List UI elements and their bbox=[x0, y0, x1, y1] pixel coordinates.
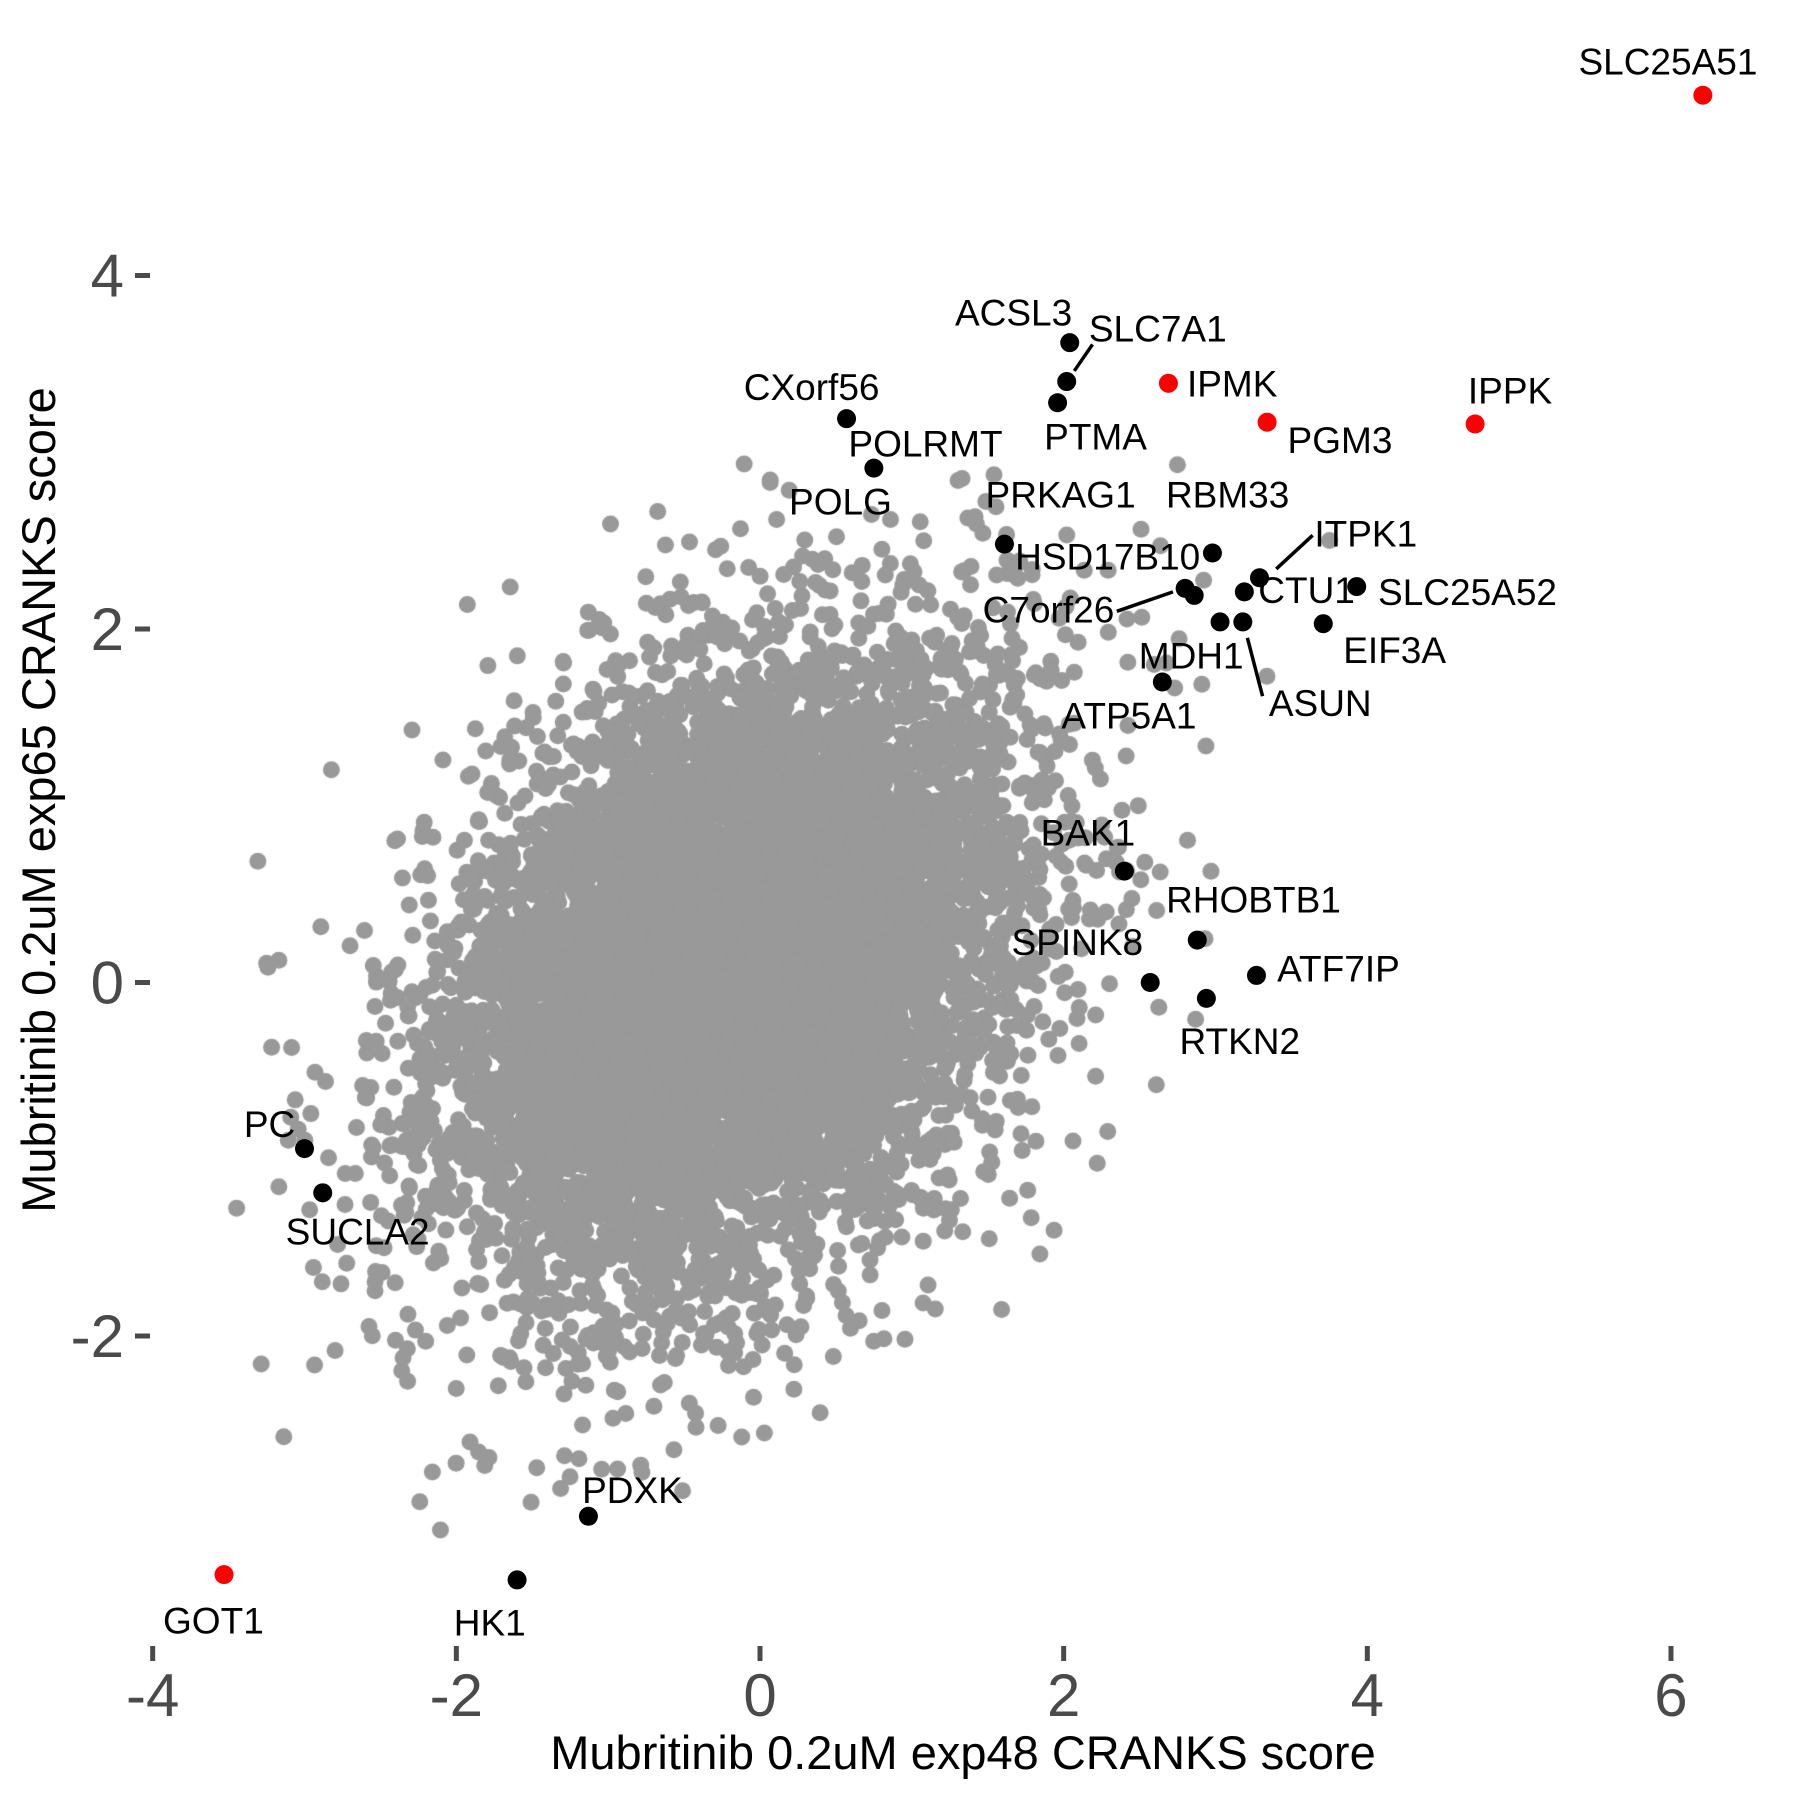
leader-line-ASUN bbox=[1245, 637, 1265, 697]
gene-label-PTMA: PTMA bbox=[1044, 416, 1147, 457]
gene-point-ATF7IP bbox=[1246, 965, 1266, 985]
x-axis-tick-label: -2 bbox=[430, 1662, 483, 1729]
gene-point-GOT1 bbox=[214, 1565, 234, 1585]
x-axis-tick-mark bbox=[1668, 1646, 1674, 1661]
gene-label-PGM3: PGM3 bbox=[1288, 420, 1393, 461]
gene-point-CXorf56 bbox=[837, 409, 857, 429]
gene-label-RBM33: RBM33 bbox=[1166, 475, 1289, 516]
x-axis-title: Mubritinib 0.2uM exp48 CRANKS score bbox=[550, 1726, 1375, 1779]
gene-point-IPMK bbox=[1158, 373, 1178, 393]
gene-point-SUCLA2 bbox=[313, 1183, 333, 1203]
y-axis-tick-mark bbox=[135, 626, 150, 632]
gene-point-ASUN bbox=[1233, 612, 1253, 632]
gene-point-POLRMT bbox=[864, 458, 884, 478]
gene-point-PTMA bbox=[1048, 393, 1068, 413]
x-axis-tick-mark bbox=[150, 1646, 156, 1661]
axis-ticks: -4 -2 0 2 4 6 -2 0 2 4 bbox=[71, 243, 1688, 1730]
gene-label-SUCLA2: SUCLA2 bbox=[286, 1212, 430, 1253]
gene-label-PRKAG1: PRKAG1 bbox=[986, 475, 1136, 516]
y-axis-tick-mark bbox=[135, 273, 150, 278]
gene-label-HSD17B10: HSD17B10 bbox=[1015, 537, 1200, 578]
gene-label-RHOBTB1: RHOBTB1 bbox=[1166, 879, 1341, 920]
gene-label-POLRMT: POLRMT bbox=[848, 423, 1002, 464]
leader-line-SLC7A1 bbox=[1072, 343, 1094, 372]
gene-label-ATP5A1: ATP5A1 bbox=[1061, 696, 1196, 737]
x-axis-tick-label: 6 bbox=[1654, 1662, 1687, 1729]
y-axis-tick-mark bbox=[135, 980, 150, 985]
gene-point-EIF3A bbox=[1313, 614, 1333, 634]
gene-point-HK1 bbox=[507, 1570, 527, 1590]
gene-point-RHOBTB1 bbox=[1187, 930, 1207, 950]
gene-label-EIF3A: EIF3A bbox=[1343, 630, 1446, 671]
gene-point-RTKN2 bbox=[1196, 988, 1216, 1008]
y-axis-tick-mark bbox=[135, 1333, 150, 1339]
gene-label-CXorf56: CXorf56 bbox=[744, 367, 880, 408]
gene-label-BAK1: BAK1 bbox=[1041, 812, 1136, 853]
gene-label-POLG: POLG bbox=[789, 482, 892, 523]
y-axis-tick-label: 0 bbox=[91, 950, 124, 1017]
gene-point-HSD17B10 bbox=[1202, 543, 1222, 563]
gene-label-HK1: HK1 bbox=[454, 1602, 526, 1643]
y-axis-tick-label: -2 bbox=[71, 1303, 124, 1370]
leader-line-ITPK1 bbox=[1275, 534, 1314, 571]
gene-label-SLC25A51: SLC25A51 bbox=[1578, 42, 1757, 83]
x-axis-tick-mark bbox=[1061, 1646, 1067, 1661]
x-axis-tick-mark bbox=[757, 1646, 763, 1661]
gene-point-SPINK8 bbox=[1140, 973, 1160, 992]
gene-label-SPINK8: SPINK8 bbox=[1012, 922, 1144, 963]
x-axis-tick-mark bbox=[453, 1646, 459, 1661]
x-axis-tick-label: 0 bbox=[743, 1662, 776, 1729]
gene-label-IPPK: IPPK bbox=[1468, 370, 1553, 411]
x-axis-tick-label: 2 bbox=[1047, 1662, 1080, 1729]
gene-label-PDXK: PDXK bbox=[582, 1470, 683, 1511]
gene-label-SLC7A1: SLC7A1 bbox=[1089, 309, 1227, 350]
gene-label-C7orf26: C7orf26 bbox=[983, 590, 1115, 631]
gene-label-ITPK1: ITPK1 bbox=[1314, 514, 1417, 555]
gene-label-MDH1: MDH1 bbox=[1139, 636, 1244, 677]
gene-label-GOT1: GOT1 bbox=[163, 1601, 264, 1642]
x-axis-tick-mark bbox=[1364, 1646, 1370, 1661]
y-axis-tick-label: 2 bbox=[91, 596, 124, 663]
gene-point-PDXK bbox=[578, 1506, 598, 1526]
gene-label-PC: PC bbox=[244, 1104, 295, 1145]
y-axis-tick-label: 4 bbox=[91, 243, 124, 310]
gene-point-ITPK1 bbox=[1250, 568, 1270, 588]
gene-point-C7orf26 bbox=[1175, 578, 1195, 598]
gene-label-ATF7IP: ATF7IP bbox=[1277, 948, 1400, 989]
gene-point-IPPK bbox=[1465, 414, 1485, 434]
gene-point-ACSL3 bbox=[1060, 333, 1080, 353]
gene-point-BAK1 bbox=[1114, 861, 1134, 881]
gene-point-PC bbox=[295, 1139, 315, 1159]
y-axis-title: Mubritinib 0.2uM exp65 CRANKS score bbox=[12, 387, 65, 1212]
gene-point-ATP5A1 bbox=[1152, 672, 1172, 692]
gene-point-SLC25A52 bbox=[1347, 577, 1367, 597]
gene-label-ASUN: ASUN bbox=[1269, 683, 1372, 724]
gene-label-RTKN2: RTKN2 bbox=[1179, 1021, 1300, 1062]
gene-point-PGM3 bbox=[1257, 412, 1277, 432]
gene-label-CTU1: CTU1 bbox=[1258, 570, 1355, 611]
gene-label-IPMK: IPMK bbox=[1187, 363, 1278, 404]
gene-point-MDH1 bbox=[1210, 612, 1230, 632]
gene-point-SLC7A1 bbox=[1057, 372, 1077, 392]
leader-line-C7orf26 bbox=[1116, 590, 1174, 613]
gene-point-SLC25A51 bbox=[1693, 85, 1713, 105]
gene-point-CTU1 bbox=[1234, 582, 1254, 602]
gene-label-SLC25A52: SLC25A52 bbox=[1378, 572, 1557, 613]
gene-label-ACSL3: ACSL3 bbox=[955, 293, 1072, 334]
x-axis-tick-label: -4 bbox=[126, 1662, 179, 1729]
x-axis-tick-label: 4 bbox=[1351, 1662, 1384, 1729]
gene-point-PRKAG1 bbox=[994, 534, 1014, 554]
labeled-points: SLC25A51 ACSL3 SLC7A1 PTMA CXorf56 POLRMT POLG… bbox=[163, 42, 1757, 1644]
